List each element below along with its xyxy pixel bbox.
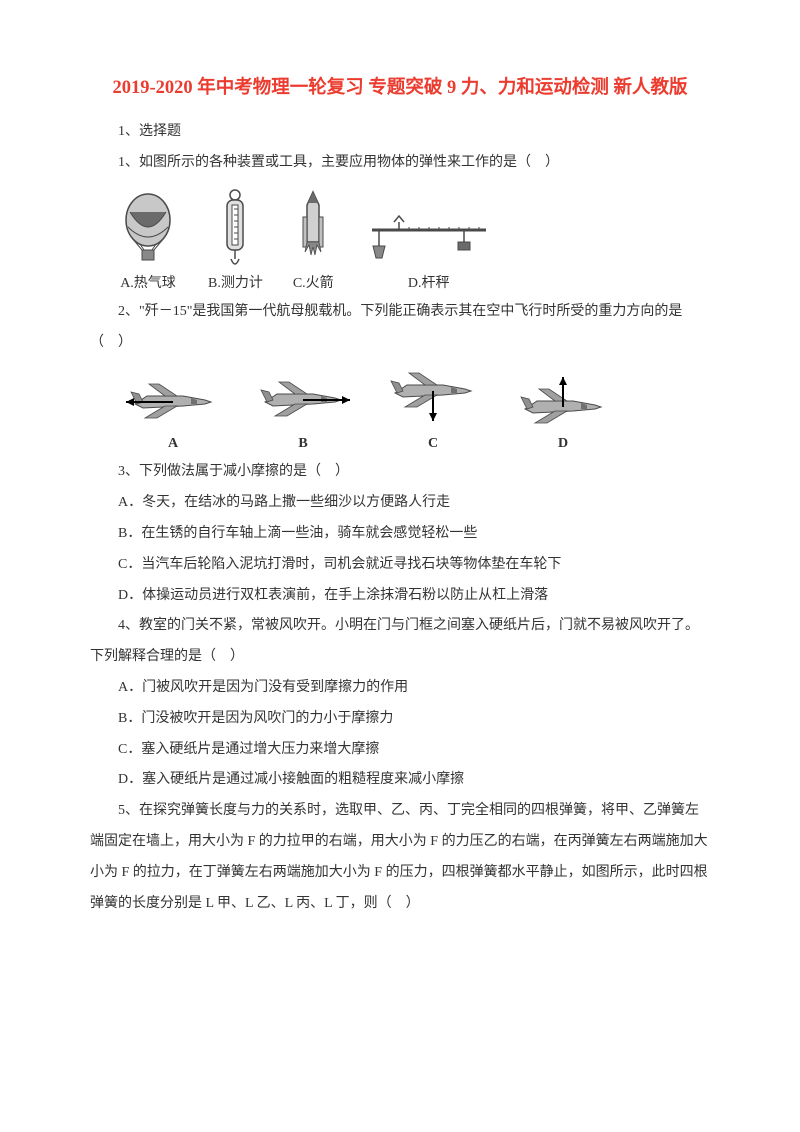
page-title: 2019-2020 年中考物理一轮复习 专题突破 9 力、力和运动检测 新人教版 <box>90 70 710 107</box>
question-3-option-a: A．冬天，在结冰的马路上撒一些细沙以方便路人行走 <box>90 488 710 519</box>
figure-steelyard: D.杆秤 <box>364 212 494 294</box>
steelyard-icon <box>364 212 494 272</box>
question-3-text: 3、下列做法属于减小摩擦的是（ ） <box>90 457 710 488</box>
question-5-text: 5、在探究弹簧长度与力的关系时，选取甲、乙、丙、丁完全相同的四根弹簧，将甲、乙弹… <box>90 796 710 919</box>
question-4-option-b: B．门没被吹开是因为风吹门的力小于摩擦力 <box>90 704 710 735</box>
question-4-option-d: D．塞入硬纸片是通过减小接触面的粗糙程度来减小摩擦 <box>90 765 710 796</box>
question-3-option-c: C．当汽车后轮陷入泥坑打滑时，司机会就近寻找石块等物体垫在车轮下 <box>90 550 710 581</box>
question-2-figures: A B <box>118 367 710 454</box>
figure-plane-d: D <box>508 367 618 454</box>
figure-plane-b: B <box>248 372 358 454</box>
plane-label-b: B <box>298 434 307 454</box>
question-3-option-d: D．体操运动员进行双杠表演前，在手上涂抹滑石粉以防止从杠上滑落 <box>90 581 710 612</box>
question-1-text: 1、如图所示的各种装置或工具，主要应用物体的弹性来工作的是（ ） <box>90 148 710 179</box>
plane-d-icon <box>508 367 618 432</box>
document-page: 2019-2020 年中考物理一轮复习 专题突破 9 力、力和运动检测 新人教版… <box>0 0 800 969</box>
question-1-figures: A.热气球 B.测力计 <box>118 187 710 294</box>
plane-label-c: C <box>428 434 438 454</box>
figure-rocket: C.火箭 <box>293 187 334 294</box>
figure-label-c: C.火箭 <box>293 274 334 294</box>
plane-label-a: A <box>168 434 178 454</box>
figure-label-a: A.热气球 <box>120 274 176 294</box>
plane-label-d: D <box>558 434 568 454</box>
question-2-text: 2、"歼－15"是我国第一代航母舰载机。下列能正确表示其在空中飞行时所受的重力方… <box>90 297 710 359</box>
rocket-icon <box>293 187 333 272</box>
figure-spring-scale: B.测力计 <box>208 187 263 294</box>
figure-plane-c: C <box>378 367 488 454</box>
question-3-option-b: B．在生锈的自行车轴上滴一些油，骑车就会感觉轻松一些 <box>90 519 710 550</box>
figure-balloon: A.热气球 <box>118 192 178 294</box>
plane-a-icon <box>118 372 228 432</box>
section-heading: 1、选择题 <box>90 117 710 148</box>
plane-b-icon <box>248 372 358 432</box>
balloon-icon <box>118 192 178 272</box>
question-4-option-a: A．门被风吹开是因为门没有受到摩擦力的作用 <box>90 673 710 704</box>
question-4-option-c: C．塞入硬纸片是通过增大压力来增大摩擦 <box>90 735 710 766</box>
plane-c-icon <box>378 367 488 432</box>
figure-label-b: B.测力计 <box>208 274 263 294</box>
figure-label-d: D.杆秤 <box>408 274 450 294</box>
spring-scale-icon <box>215 187 255 272</box>
question-4-text: 4、教室的门关不紧，常被风吹开。小明在门与门框之间塞入硬纸片后，门就不易被风吹开… <box>90 611 710 673</box>
figure-plane-a: A <box>118 372 228 454</box>
